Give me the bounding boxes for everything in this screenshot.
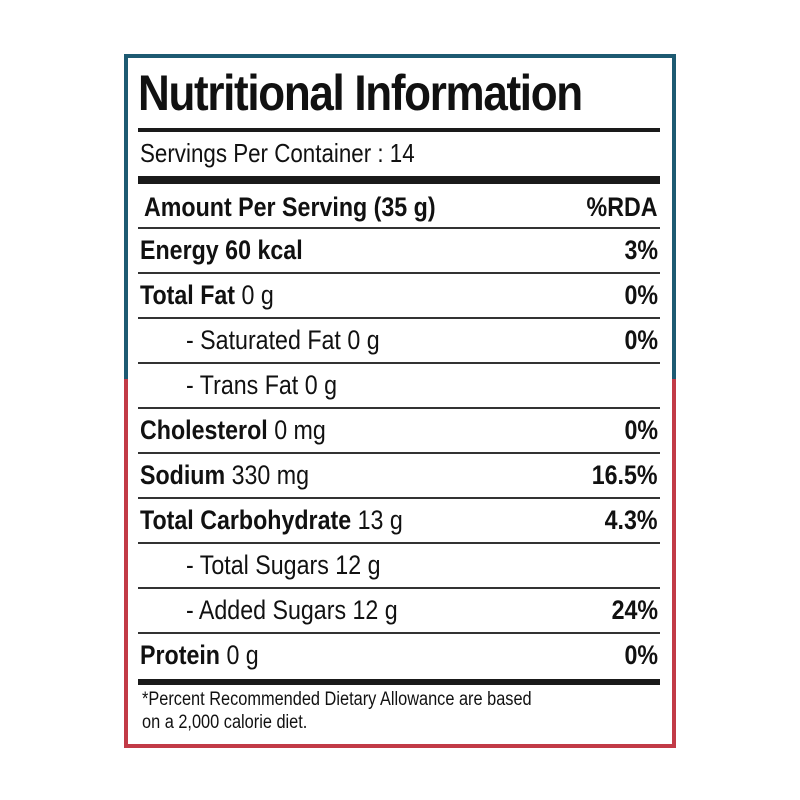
- nutrient-label: Energy 60 kcal: [140, 235, 303, 265]
- rda-footnote: *Percent Recommended Dietary Allowance a…: [142, 688, 658, 734]
- servings-per-container: Servings Per Container : 14: [140, 138, 415, 168]
- rda-column-header: %RDA: [587, 192, 658, 222]
- nutrient-rda: 4.3%: [605, 505, 658, 535]
- nutrient-row-sodium: Sodium 330 mg 16.5%: [138, 454, 660, 499]
- nutrient-label: - Saturated Fat 0 g: [186, 325, 380, 355]
- nutrient-rda: 0%: [624, 280, 658, 310]
- nutrient-row-saturated-fat: - Saturated Fat 0 g 0%: [138, 319, 660, 364]
- nutrient-label: Cholesterol 0 mg: [140, 415, 326, 445]
- label-title: Nutritional Information: [138, 65, 583, 121]
- amount-per-serving-header: Amount Per Serving (35 g) %RDA: [138, 184, 660, 229]
- footnote-line-1: *Percent Recommended Dietary Allowance a…: [142, 689, 532, 710]
- servings-divider: [138, 176, 660, 184]
- nutrient-row-energy: Energy 60 kcal 3%: [138, 229, 660, 274]
- nutrient-label: Protein 0 g: [140, 640, 259, 670]
- nutrient-row-cholesterol: Cholesterol 0 mg 0%: [138, 409, 660, 454]
- nutrient-label: Total Carbohydrate 13 g: [140, 505, 403, 535]
- nutrient-rda: 0%: [624, 415, 658, 445]
- nutrient-label: - Added Sugars 12 g: [186, 595, 398, 625]
- nutrient-row-protein: Protein 0 g 0%: [138, 634, 660, 679]
- nutrient-rda: 16.5%: [592, 460, 658, 490]
- nutrient-rda: 0%: [624, 640, 658, 670]
- footnote-line-2: on a 2,000 calorie diet.: [142, 712, 308, 733]
- nutrient-row-total-sugars: - Total Sugars 12 g: [138, 544, 660, 589]
- nutrition-label-frame: Nutritional Information Servings Per Con…: [124, 54, 676, 748]
- nutrition-label-panel: Nutritional Information Servings Per Con…: [128, 58, 672, 744]
- nutrient-row-total-fat: Total Fat 0 g 0%: [138, 274, 660, 319]
- nutrient-row-added-sugars: - Added Sugars 12 g 24%: [138, 589, 660, 634]
- nutrient-row-total-carbohydrate: Total Carbohydrate 13 g 4.3%: [138, 499, 660, 544]
- nutrient-row-trans-fat: - Trans Fat 0 g: [138, 364, 660, 409]
- footnote-divider: [138, 679, 660, 685]
- title-divider: [138, 128, 660, 132]
- nutrient-label: Total Fat 0 g: [140, 280, 274, 310]
- nutrient-rda: 3%: [624, 235, 658, 265]
- nutrient-rda: 0%: [624, 325, 658, 355]
- nutrient-label: - Total Sugars 12 g: [186, 550, 381, 580]
- amount-per-serving-label: Amount Per Serving (35 g): [144, 192, 436, 222]
- nutrient-label: - Trans Fat 0 g: [186, 370, 337, 400]
- nutrient-label: Sodium 330 mg: [140, 460, 310, 490]
- nutrient-rda: 24%: [611, 595, 658, 625]
